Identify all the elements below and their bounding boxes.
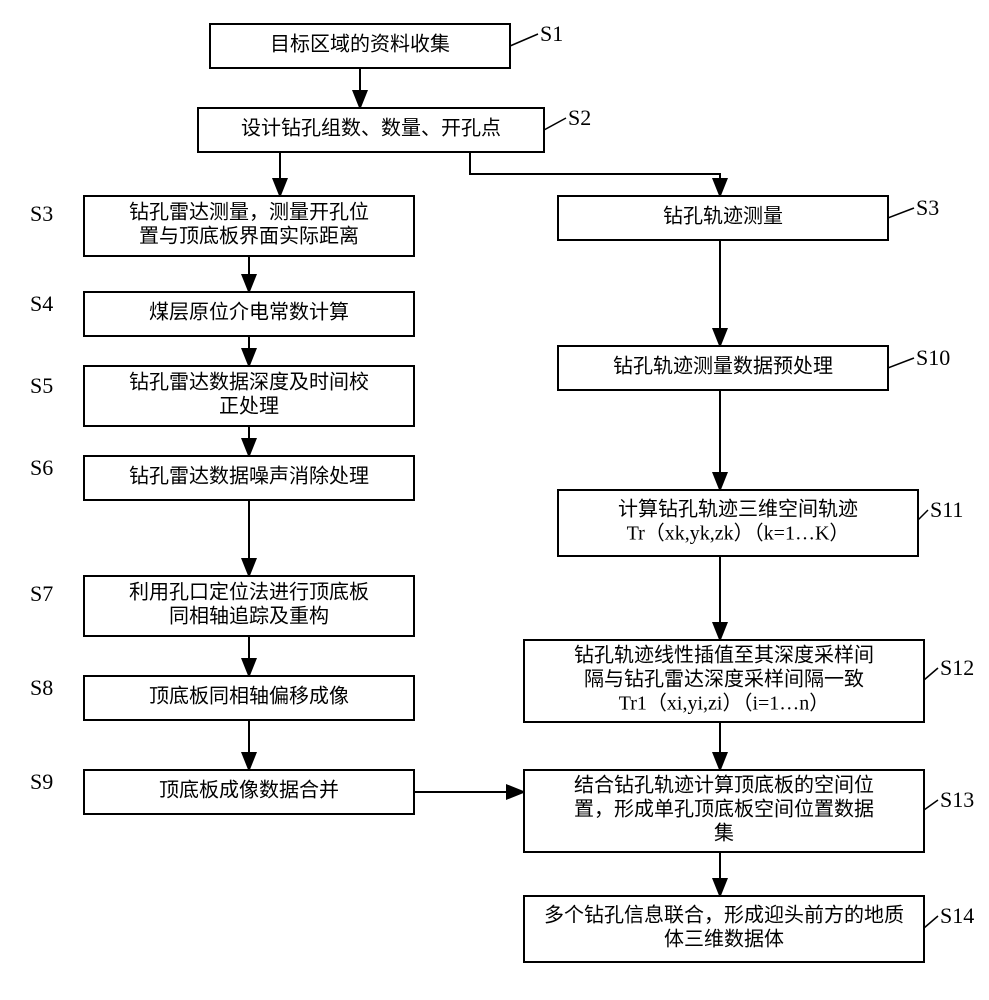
flow-node-text-n3b-line0: 钻孔轨迹测量 (663, 205, 783, 228)
step-label-S13: S13 (940, 787, 974, 812)
flow-node-text-n5-line1: 正处理 (219, 395, 279, 418)
flow-node-text-n1-line0: 目标区域的资料收集 (270, 33, 450, 56)
step-label-S3: S3 (30, 201, 53, 226)
flow-node-text-n14-line0: 多个钻孔信息联合，形成迎头前方的地质 (544, 904, 904, 927)
flow-node-text-n3a-line0: 钻孔雷达测量，测量开孔位 (129, 201, 369, 224)
step-label-S7: S7 (30, 581, 53, 606)
label-lead-n12 (924, 668, 938, 680)
flow-node-text-n7-line0: 利用孔口定位法进行顶底板 (129, 581, 369, 604)
flow-node-text-n6-line0: 钻孔雷达数据噪声消除处理 (129, 465, 369, 488)
step-label-S12: S12 (940, 655, 974, 680)
flow-node-text-n12-line2: Tr1（xi,yi,zi）（i=1…n） (619, 692, 830, 715)
flow-node-text-n9-line0: 顶底板成像数据合并 (159, 779, 339, 802)
flow-node-text-n13-line0: 结合钻孔轨迹计算顶底板的空间位 (574, 774, 874, 797)
step-label-S11: S11 (930, 497, 963, 522)
label-lead-n11 (918, 510, 928, 520)
flow-node-text-n5-line0: 钻孔雷达数据深度及时间校 (129, 371, 369, 394)
step-label-S3: S3 (916, 195, 939, 220)
flow-node-text-n4-line0: 煤层原位介电常数计算 (149, 301, 349, 324)
step-label-S9: S9 (30, 769, 53, 794)
label-lead-n2 (544, 118, 566, 130)
flow-node-text-n12-line0: 钻孔轨迹线性插值至其深度采样间 (574, 644, 874, 667)
label-lead-n3b (888, 208, 914, 218)
step-label-S5: S5 (30, 373, 53, 398)
flow-node-text-n14-line1: 体三维数据体 (664, 928, 784, 951)
step-label-S10: S10 (916, 345, 950, 370)
flow-node-text-n11-line1: Tr（xk,yk,zk）（k=1…K） (627, 522, 850, 545)
label-lead-n14 (924, 916, 938, 928)
step-label-S6: S6 (30, 455, 53, 480)
label-lead-n13 (924, 800, 938, 810)
flow-node-text-n8-line0: 顶底板同相轴偏移成像 (149, 685, 349, 708)
flowchart-canvas: 目标区域的资料收集设计钻孔组数、数量、开孔点钻孔雷达测量，测量开孔位置与顶底板界… (0, 0, 989, 1000)
step-label-S2: S2 (568, 105, 591, 130)
step-label-S14: S14 (940, 903, 974, 928)
step-label-S4: S4 (30, 291, 53, 316)
flow-node-text-n11-line0: 计算钻孔轨迹三维空间轨迹 (618, 498, 858, 521)
flow-node-text-n12-line1: 隔与钻孔雷达深度采样间隔一致 (584, 668, 864, 691)
step-label-S1: S1 (540, 21, 563, 46)
flow-node-text-n3a-line1: 置与顶底板界面实际距离 (139, 225, 359, 248)
flow-node-text-n10-line0: 钻孔轨迹测量数据预处理 (613, 355, 833, 378)
edge-n2-n3b (470, 152, 720, 196)
flow-node-text-n13-line1: 置，形成单孔顶底板空间位置数据 (574, 798, 874, 821)
label-lead-n1 (510, 34, 538, 46)
step-label-S8: S8 (30, 675, 53, 700)
flow-node-text-n13-line2: 集 (714, 822, 734, 845)
nodes-layer: 目标区域的资料收集设计钻孔组数、数量、开孔点钻孔雷达测量，测量开孔位置与顶底板界… (84, 24, 924, 962)
flow-node-text-n7-line1: 同相轴追踪及重构 (169, 605, 329, 628)
flow-node-text-n2-line0: 设计钻孔组数、数量、开孔点 (241, 117, 501, 140)
label-lead-n10 (888, 358, 914, 368)
